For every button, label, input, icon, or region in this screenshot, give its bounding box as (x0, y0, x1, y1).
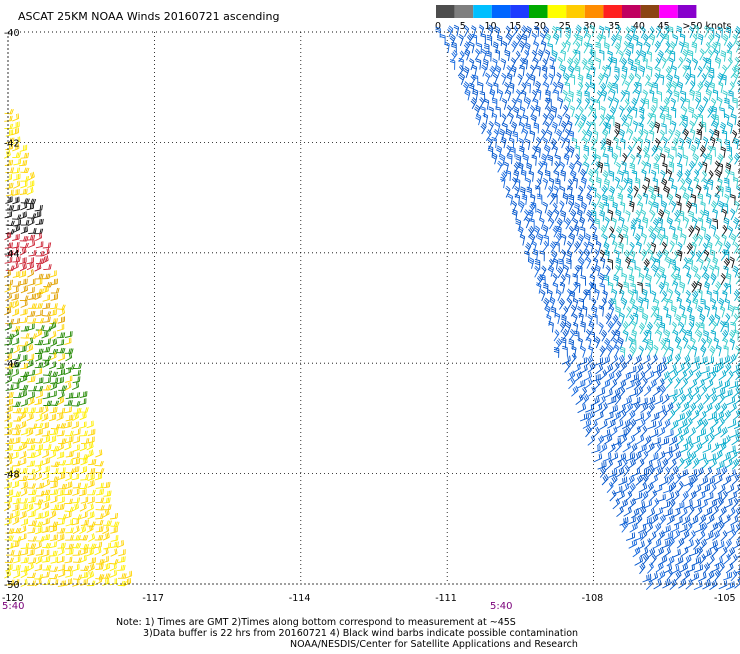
colorbar-swatch-1 (454, 5, 474, 18)
lat-label-5: -50 (4, 580, 20, 591)
colorbar-swatch-10 (622, 5, 641, 18)
colorbar-label-4: 20 (534, 21, 546, 32)
lon-label-0: -120 (2, 593, 24, 604)
colorbar-swatch-3 (491, 5, 511, 18)
lon-label-5: -105 (714, 593, 736, 604)
colorbar-swatch-0 (436, 5, 455, 18)
time-label-left: 5:40 (2, 601, 24, 612)
lon-label-1: -117 (142, 593, 164, 604)
lat-label-1: -42 (4, 138, 20, 149)
colorbar-swatch-2 (473, 5, 492, 18)
colorbar-label-7: 35 (608, 21, 620, 32)
colorbar-swatch-4 (510, 5, 529, 18)
colorbar-label-5: 25 (559, 21, 571, 32)
colorbar-label-9: 45 (658, 21, 670, 32)
lon-label-2: -114 (289, 593, 311, 604)
colorbar-swatch-6 (547, 5, 567, 18)
right-swath-wind-barbs (435, 24, 740, 591)
wind-speed-colorbar: 0 5 10 15 20 25 30 35 40 45 >50 knots (435, 5, 732, 32)
note-line-3: NOAA/NESDIS/Center for Satellite Applica… (290, 639, 578, 650)
lat-lon-grid (7, 31, 740, 585)
time-label-right: 5:40 (490, 601, 512, 612)
colorbar-swatch-7 (566, 5, 585, 18)
lon-label-3: -111 (435, 593, 457, 604)
lat-label-2: -44 (4, 249, 20, 260)
colorbar-swatch-5 (529, 5, 548, 18)
colorbar-label-6: 30 (583, 21, 595, 32)
map-title: ASCAT 25KM NOAA Winds 20160721 ascending (18, 10, 279, 23)
colorbar-label-0: 0 (435, 21, 441, 32)
colorbar-label-1: 5 (460, 21, 466, 32)
colorbar-label-10: >50 knots (682, 21, 731, 32)
lat-label-3: -46 (4, 359, 20, 370)
colorbar-label-8: 40 (633, 21, 645, 32)
left-swath-wind-barbs (3, 108, 133, 587)
lon-label-4: -108 (582, 593, 604, 604)
colorbar-swatch-8 (584, 5, 604, 18)
note-line-1: Note: 1) Times are GMT 2)Times along bot… (116, 617, 516, 628)
colorbar-swatch-9 (603, 5, 622, 18)
colorbar-swatch-12 (659, 5, 678, 18)
note-line-2: 3)Data buffer is 22 hrs from 20160721 4)… (143, 628, 578, 639)
lat-label-4: -48 (4, 470, 20, 481)
colorbar-swatch-11 (640, 5, 660, 18)
map-frame (7, 31, 740, 585)
axis-labels: -40 -42 -44 -46 -48 -50 -120 -117 -114 -111 -108 -1… (2, 28, 736, 604)
lat-label-0: -40 (4, 28, 20, 39)
colorbar-swatch-13 (677, 5, 697, 18)
